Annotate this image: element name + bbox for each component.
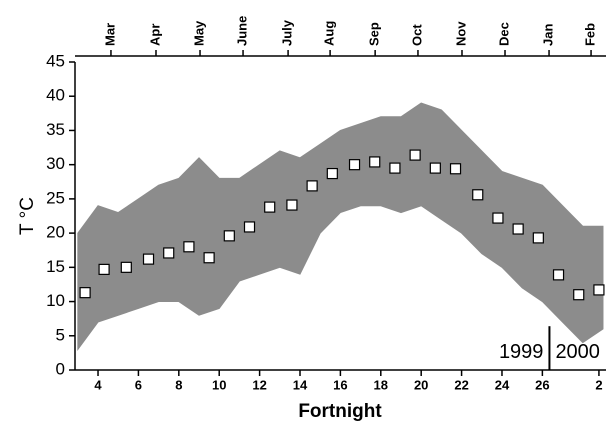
mean-marker [409, 149, 421, 161]
x-tick-label: 6 [135, 377, 142, 392]
mean-marker [306, 180, 318, 192]
mean-marker [472, 189, 484, 201]
mean-marker [243, 221, 256, 233]
top-tick-label: Feb [582, 23, 597, 46]
mean-marker [449, 163, 462, 175]
y-tick-label: 25 [46, 188, 65, 207]
y-tick-label: 45 [46, 51, 65, 70]
mean-marker [120, 261, 132, 273]
top-tick-label: Oct [409, 24, 424, 46]
top-tick-label: Jan [540, 24, 555, 46]
top-tick-label: Mar [102, 23, 117, 46]
mean-marker [348, 159, 361, 171]
mean-marker [286, 199, 298, 211]
mean-marker [389, 162, 401, 174]
y-tick-label: 10 [46, 291, 65, 310]
mean-marker [326, 167, 338, 180]
x-tick-label: 14 [293, 377, 308, 392]
top-tick-label: Dec [496, 22, 511, 46]
mean-marker [264, 201, 276, 213]
top-tick-label: Aug [322, 21, 337, 46]
x-tick-label: 18 [374, 377, 388, 392]
mean-marker [183, 241, 195, 253]
mean-marker [573, 289, 585, 301]
x-tick-label: 4 [94, 377, 102, 392]
mean-marker [203, 252, 215, 264]
y-tick-label: 20 [46, 223, 65, 242]
y-axis-title: T °C [17, 197, 38, 235]
x-tick-label: 26 [535, 377, 549, 392]
mean-marker [369, 156, 381, 168]
top-tick-label: May [191, 20, 206, 46]
top-tick-label: July [280, 19, 295, 46]
x-tick-label: 16 [333, 377, 347, 392]
year-label: 2000 [555, 341, 600, 363]
top-tick-label: Sep [367, 22, 382, 46]
mean-marker [79, 287, 91, 299]
y-tick-label: 30 [46, 154, 65, 173]
x-tick-label: 8 [175, 377, 182, 392]
top-tick-label: Nov [453, 21, 468, 46]
mean-marker [142, 253, 155, 265]
x-tick-label: 24 [495, 377, 510, 392]
mean-marker [512, 223, 524, 235]
mean-marker [223, 230, 235, 242]
top-tick-label: June [234, 16, 249, 46]
y-tick-label: 0 [56, 359, 65, 378]
y-tick-label: 15 [46, 257, 65, 276]
y-tick-label: 35 [46, 120, 65, 139]
mean-marker [552, 269, 565, 281]
x-tick-label: 20 [414, 377, 428, 392]
x-tick-label: 2 [595, 377, 602, 392]
x-tick-label: 12 [252, 377, 266, 392]
x-axis-title: Fortnight [298, 401, 382, 422]
year-label: 1999 [499, 341, 544, 363]
mean-marker [98, 263, 110, 275]
top-tick-label: Apr [147, 24, 162, 46]
mean-marker [163, 247, 175, 259]
x-tick-label: 10 [212, 377, 226, 392]
y-tick-label: 40 [46, 86, 65, 105]
y-tick-label: 5 [56, 325, 65, 344]
mean-marker [429, 162, 441, 174]
x-tick-label: 22 [454, 377, 468, 392]
mean-marker [492, 212, 504, 224]
mean-marker [532, 232, 544, 244]
temperature-range [77, 102, 604, 351]
mean-marker [593, 284, 605, 296]
